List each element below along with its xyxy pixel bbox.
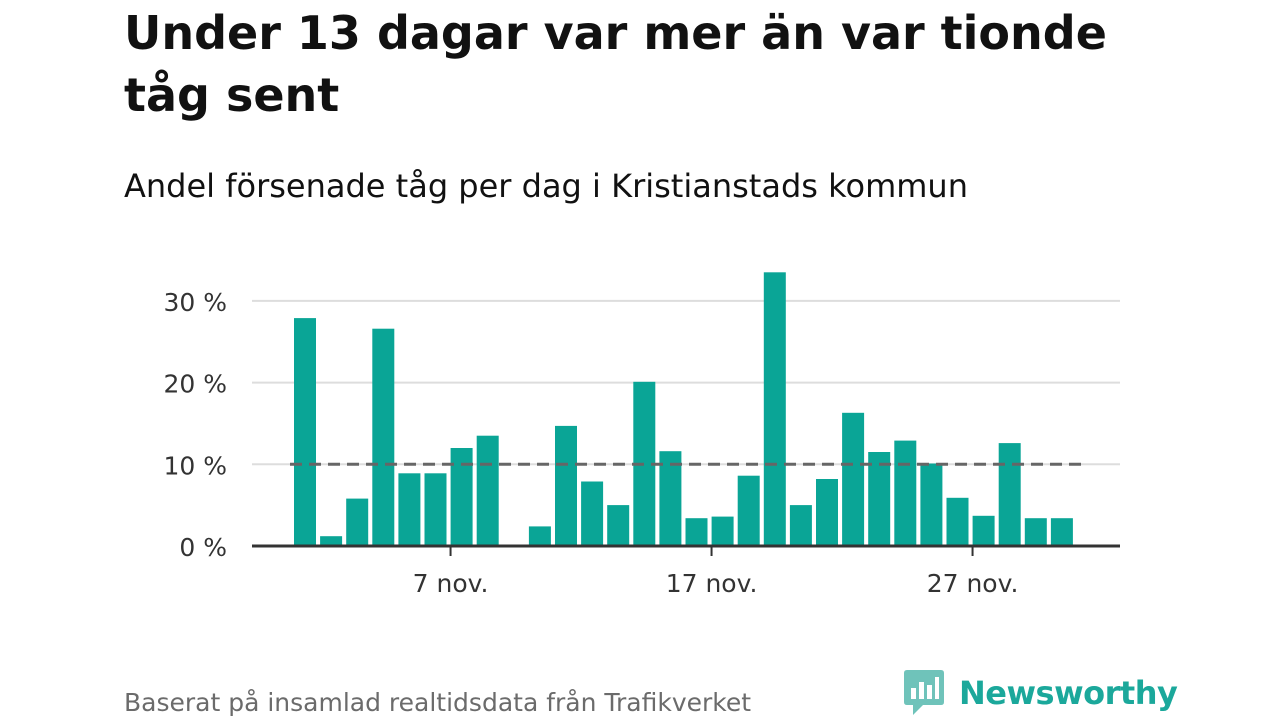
- y-tick-label: 0 %: [179, 533, 227, 562]
- bar-17-nov: [711, 516, 734, 546]
- bar-12-nov: [581, 481, 604, 546]
- x-tick-label: 17 nov.: [666, 569, 758, 598]
- bar-7-nov: [450, 448, 473, 546]
- bar-29-nov: [1024, 518, 1047, 546]
- tick-labels: 0 % 10 % 20 % 30 % 7 nov. 17 nov. 27 nov.: [163, 288, 1018, 598]
- bar-13-nov: [607, 505, 630, 546]
- bar-15-nov: [659, 451, 682, 546]
- bar-4-nov: [372, 328, 395, 546]
- bar-10-nov: [528, 526, 551, 546]
- bar-28-nov: [998, 443, 1021, 546]
- brand-name: Newsworthy: [959, 674, 1178, 712]
- bar-18-nov: [737, 475, 760, 546]
- bar-30-nov: [1050, 518, 1073, 546]
- bar-5-nov: [398, 473, 421, 546]
- bar-23-nov: [868, 452, 891, 546]
- bar-26-nov: [946, 497, 969, 546]
- bar-11-nov: [555, 425, 577, 546]
- bar-21-nov: [816, 479, 838, 546]
- axes: [252, 544, 1120, 556]
- bar-24-nov: [894, 440, 917, 546]
- newsworthy-logo-icon: [904, 670, 944, 715]
- bar-16-nov: [685, 518, 708, 546]
- bar-19-nov: [763, 272, 786, 546]
- x-tick-label: 27 nov.: [927, 569, 1019, 598]
- bar-2-nov: [320, 536, 343, 546]
- bars: [294, 272, 1073, 546]
- chart-title: Under 13 dagar var mer än var tionde tåg…: [124, 6, 1107, 122]
- bar-22-nov: [842, 412, 865, 546]
- y-tick-label: 10 %: [163, 451, 227, 480]
- bar-14-nov: [633, 381, 656, 546]
- bar-8-nov: [476, 435, 499, 546]
- bar-20-nov: [789, 505, 812, 546]
- bar-1-nov: [294, 318, 316, 546]
- brand-logo[interactable]: Newsworthy: [903, 668, 1178, 718]
- x-tick-label: 7 nov.: [413, 569, 489, 598]
- source-note: Baserat på insamlad realtidsdata från Tr…: [124, 688, 752, 717]
- bar-3-nov: [346, 498, 369, 546]
- bar-25-nov: [920, 463, 943, 546]
- bar-27-nov: [972, 515, 995, 546]
- y-tick-label: 20 %: [163, 370, 227, 399]
- y-tick-label: 30 %: [163, 288, 227, 317]
- chart-subtitle: Andel försenade tåg per dag i Kristianst…: [124, 167, 968, 205]
- bar-6-nov: [424, 473, 447, 546]
